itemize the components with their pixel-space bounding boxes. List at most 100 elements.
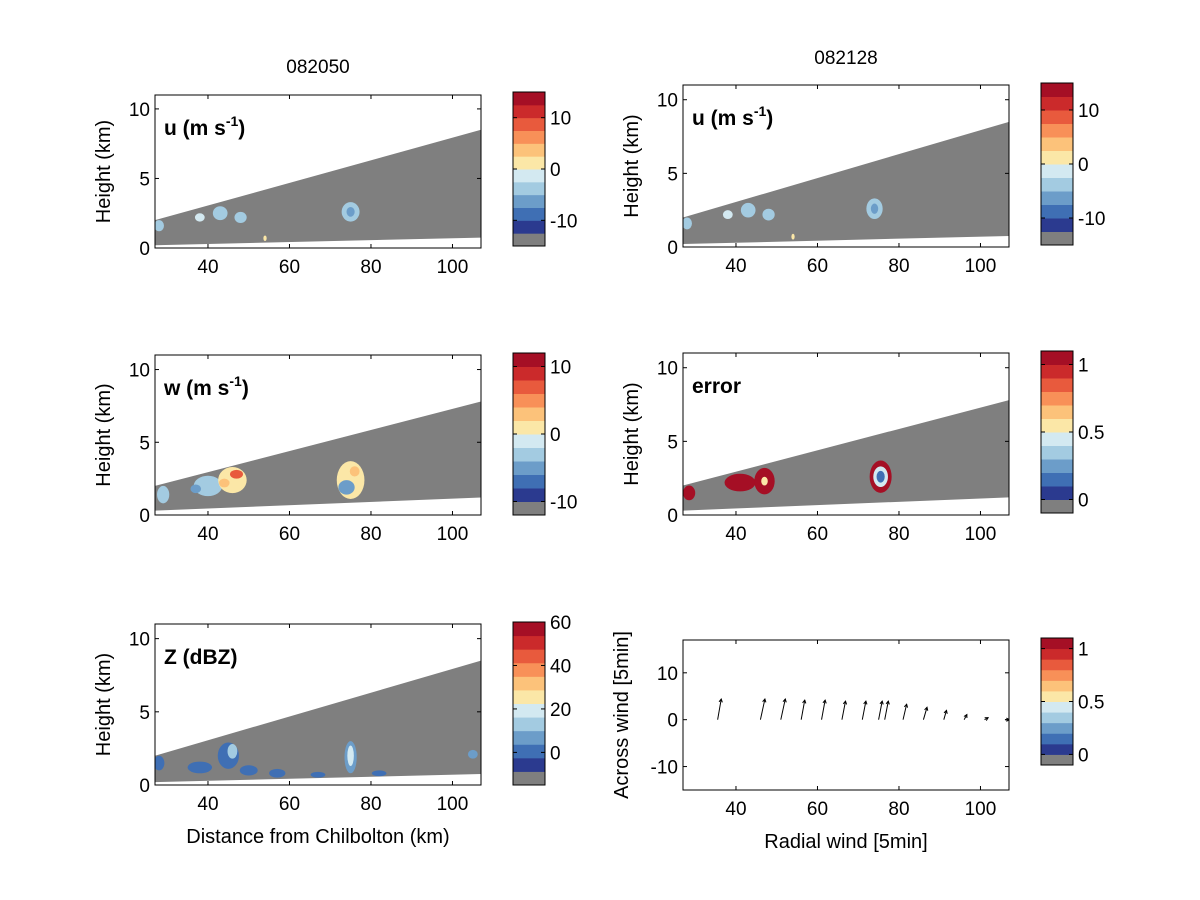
x-tick-label: 60 (279, 794, 300, 815)
echo-region-3 (762, 208, 775, 221)
y-tick-label: 0 (667, 711, 678, 732)
plot-content (683, 121, 1009, 245)
plot-content (155, 401, 481, 511)
x-tick-label: 100 (965, 799, 997, 820)
wind-vector-11 (943, 709, 948, 720)
echo-region-8 (310, 771, 326, 778)
colorbar-band-4 (513, 181, 545, 196)
axes-frame (682, 639, 1010, 791)
echo-region-1 (724, 473, 756, 492)
y-tick-label: 0 (667, 238, 678, 259)
colorbar-tick-label: 1 (1078, 640, 1089, 661)
colorbar-band-7 (1041, 680, 1073, 692)
y-tick-label: 0 (667, 506, 678, 527)
y-tick-label: 10 (129, 630, 150, 651)
echo-region-4 (218, 478, 230, 488)
x-tick-label: 40 (197, 257, 218, 278)
colorbar-band-1 (1041, 218, 1073, 232)
colorbar-band-4 (513, 717, 545, 732)
y-tick-label: 0 (139, 506, 150, 527)
colorbar-band-5 (1041, 164, 1073, 178)
wind-vector-8 (884, 700, 890, 720)
x-tick-label: 80 (888, 799, 909, 820)
colorbar-tick-label: 0 (550, 743, 561, 764)
axes-frame (154, 94, 482, 249)
wind-vector-9 (902, 703, 909, 720)
y-tick-label: 5 (139, 433, 150, 454)
colorbar-band-7 (1041, 405, 1073, 419)
colorbar-band-5 (1041, 432, 1073, 446)
echo-region-0 (683, 217, 692, 230)
x-tick-label: 100 (437, 794, 469, 815)
colorbar-tick-label: 0 (1078, 155, 1089, 176)
colorbar-band-10 (1041, 96, 1073, 111)
colorbar-band-7 (513, 143, 545, 157)
x-tick-label: 100 (965, 524, 997, 545)
echo-region-6 (263, 235, 267, 242)
column-title-right: 082128 (814, 48, 877, 69)
echo-region-8 (349, 466, 360, 477)
colorbar-tick-label: -10 (550, 211, 577, 232)
colorbar-band-8 (513, 130, 545, 144)
echo-region-3 (234, 211, 247, 223)
x-tick-label: 100 (965, 256, 997, 277)
colorbar-band-6 (513, 689, 545, 704)
colorbar-band-10 (1041, 648, 1073, 660)
colorbar-band-3 (513, 461, 545, 475)
colorbar-band-2 (1041, 733, 1073, 745)
colorbar-band-9 (513, 649, 545, 664)
colorbar-band-4 (1041, 445, 1073, 460)
echo-region-3 (227, 744, 238, 759)
colorbar-band-4 (1041, 712, 1073, 724)
y-tick-label: 5 (139, 703, 150, 724)
colorbar-tick-label: -10 (550, 493, 577, 514)
wind-vector-0 (717, 698, 723, 720)
y-axis-label: Height (km) (93, 653, 115, 756)
colorbar-band-0 (1041, 499, 1073, 514)
x-tick-label: 60 (279, 524, 300, 545)
colorbar-tick-label: 20 (550, 700, 571, 721)
y-axis-label: Height (km) (621, 382, 643, 485)
plot-content (717, 698, 1009, 722)
colorbar-tick-label: 10 (550, 358, 571, 379)
colorbar-band-2 (513, 207, 545, 221)
colorbar-band-7 (513, 676, 545, 691)
echo-region-0 (683, 485, 696, 501)
echo-region-5 (870, 203, 879, 214)
x-tick-label: 40 (725, 799, 746, 820)
echo-region-7 (338, 480, 355, 495)
echo-region-5 (346, 206, 355, 217)
colorbar-band-1 (513, 488, 545, 502)
colorbar-band-0 (1041, 231, 1073, 246)
colorbar: 10 0 -10 (512, 352, 577, 516)
echo-region-10 (467, 749, 478, 759)
colorbar-band-8 (1041, 391, 1073, 406)
colorbar-band-10 (513, 635, 545, 650)
colorbar-band-1 (1041, 743, 1073, 755)
y-tick-label: -10 (651, 758, 678, 779)
y-tick-label: 10 (657, 359, 678, 380)
x-tick-label: 60 (807, 799, 828, 820)
colorbar-band-5 (1041, 701, 1073, 713)
wind-vector-5 (841, 700, 848, 720)
colorbar-band-0 (513, 771, 545, 786)
wind-vector-10 (922, 706, 929, 720)
wind-vector-2 (780, 698, 787, 720)
wind-vector-3 (800, 699, 807, 720)
colorbar-band-5 (513, 434, 545, 448)
colorbar-band-1 (1041, 486, 1073, 500)
echo-region-0 (157, 485, 170, 504)
y-tick-label: 10 (129, 100, 150, 121)
x-tick-label: 80 (360, 524, 381, 545)
wind-vector-13 (984, 717, 990, 721)
colorbar-tick-label: 40 (550, 656, 571, 677)
colorbar-tick-label: 10 (1078, 101, 1099, 122)
colorbar-tick-label: 0.5 (1078, 423, 1104, 444)
wind-vectors (717, 698, 1009, 722)
colorbar-band-8 (513, 662, 545, 677)
colorbar-band-0 (513, 233, 545, 247)
